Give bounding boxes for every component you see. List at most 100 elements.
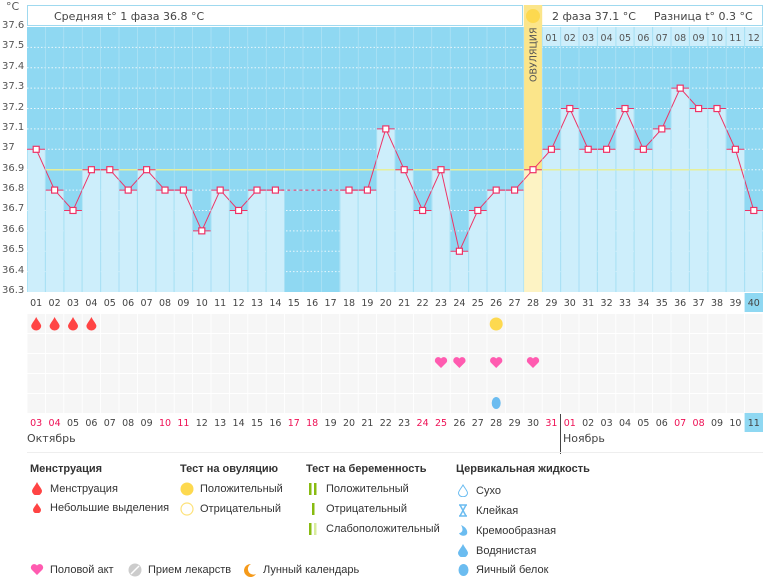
phase2-day-cell [542, 27, 561, 46]
cycle-day-label: 35 [656, 298, 668, 309]
y-tick-label: 37.3 [2, 81, 25, 93]
temperature-bar [340, 190, 358, 292]
temperature-point [198, 227, 206, 235]
date-label: 06 [85, 418, 97, 429]
y-tick-label: 36.6 [2, 223, 25, 235]
legend-label: Клейкая [476, 504, 519, 517]
faint-lines-icon [306, 522, 320, 536]
marker-cell [101, 314, 119, 333]
temperature-bar [634, 149, 653, 292]
marker-cell [395, 374, 413, 393]
legend-label: Слабоположительный [326, 523, 440, 535]
phase2-average: 2 фаза 37.1 °C [552, 10, 636, 23]
marker-cell [285, 374, 303, 393]
marker-cell [432, 314, 450, 333]
marker-cell [450, 334, 469, 353]
marker-cell [689, 394, 708, 413]
marker-cell [561, 334, 579, 353]
marker-cell [377, 314, 395, 333]
marker-cell [303, 314, 321, 333]
marker-cell [708, 394, 726, 413]
legend-ovulation-positive: Положительный [180, 482, 283, 496]
phase2-day-cell [653, 27, 671, 46]
phase2-day-cell [708, 27, 726, 46]
blood-drop-icon [49, 317, 60, 331]
blood-drop-icon [30, 482, 44, 495]
date-label: 13 [214, 418, 226, 429]
marker-cell [597, 374, 616, 393]
temperature-point [676, 84, 684, 92]
temperature-point [106, 166, 114, 174]
marker-cell [671, 334, 689, 353]
temperature-point [547, 145, 556, 153]
date-label: 25 [435, 418, 447, 429]
marker-cell [561, 374, 579, 393]
ovulation-test-positive-icon [489, 317, 503, 331]
temperature-bar [469, 210, 487, 292]
unit-label: °C [6, 0, 20, 13]
temperature-bar [27, 149, 45, 292]
marker-cell [340, 334, 358, 353]
marker-cell [597, 334, 616, 353]
marker-cell [266, 334, 285, 353]
phase2-day-cell [597, 27, 616, 46]
marker-cell [248, 334, 266, 353]
marker-cell [321, 374, 340, 393]
cycle-day-label: 12 [233, 298, 245, 309]
cycle-day-label: 07 [141, 298, 153, 309]
marker-cell [616, 394, 634, 413]
date-label: 03 [30, 418, 42, 429]
marker-cell [634, 354, 653, 373]
cycle-day-label: 13 [251, 298, 263, 309]
temperature-bar [82, 169, 101, 292]
marker-cell [229, 314, 248, 333]
marker-cell [266, 314, 285, 333]
temperature-point [32, 145, 40, 153]
legend-cervical-dry: Сухо [456, 484, 501, 497]
marker-cell [745, 354, 763, 373]
cycle-day-label: 21 [398, 298, 410, 309]
heart-icon [30, 563, 44, 576]
marker-cell [542, 374, 561, 393]
marker-cell [211, 354, 229, 373]
marker-cell [193, 394, 211, 413]
heart-icon [434, 357, 448, 368]
marker-cell [542, 354, 561, 373]
marker-cell [377, 334, 395, 353]
legend-cervical-sticky: Клейкая [456, 504, 518, 517]
marker-cell [266, 354, 285, 373]
cycle-day-label: 04 [85, 298, 97, 309]
marker-cell [303, 374, 321, 393]
temperature-difference: Разница t° 0.3 °C [653, 10, 753, 23]
marker-cell [450, 374, 469, 393]
cycle-day-label: 26 [490, 298, 502, 309]
marker-cell [708, 354, 726, 373]
marker-cell [561, 394, 579, 413]
marker-cell [505, 394, 524, 413]
marker-cell [285, 314, 303, 333]
marker-cell [27, 354, 45, 373]
marker-cell [358, 314, 377, 333]
temperature-bar [708, 108, 726, 293]
marker-cell [616, 354, 634, 373]
marker-cell [689, 374, 708, 393]
marker-cell [413, 394, 432, 413]
legend-label: Кремообразная [476, 524, 557, 537]
marker-cell [64, 394, 82, 413]
two-lines-icon [306, 482, 320, 496]
marker-cell [579, 394, 597, 413]
y-tick-label: 37.1 [2, 121, 25, 133]
temperature-bar [101, 169, 119, 292]
today-highlight [744, 293, 763, 312]
legend-label: Небольшие выделения [50, 502, 170, 514]
y-tick-label: 37.2 [2, 101, 25, 113]
y-tick-label: 36.5 [2, 244, 25, 256]
date-label: 09 [711, 418, 723, 429]
marker-cell [432, 374, 450, 393]
marker-cell [303, 334, 321, 353]
marker-cell [708, 374, 726, 393]
divider [27, 452, 763, 453]
marker-cell [469, 354, 487, 373]
marker-cell [689, 334, 708, 353]
marker-cell [708, 334, 726, 353]
